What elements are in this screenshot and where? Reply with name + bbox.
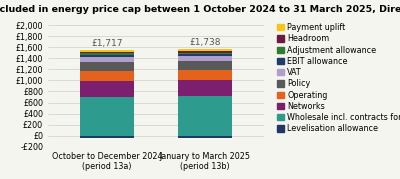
Text: £1,738: £1,738 — [189, 38, 221, 47]
Bar — [178, 49, 232, 51]
Text: £1,717: £1,717 — [91, 39, 123, 49]
Bar — [178, 51, 232, 52]
Bar — [178, 52, 232, 54]
Bar — [80, 52, 134, 54]
Bar — [80, 55, 134, 57]
Bar — [178, 61, 232, 70]
Bar — [80, 71, 134, 81]
Bar — [178, 136, 232, 138]
Legend: Payment uplift, Headroom, Adjustment allowance, EBIT allowance, VAT, Policy, Ope: Payment uplift, Headroom, Adjustment all… — [277, 23, 400, 133]
Bar — [80, 97, 134, 136]
Bar — [80, 62, 134, 71]
Bar — [80, 81, 134, 97]
Bar — [178, 54, 232, 56]
Bar — [80, 57, 134, 62]
Bar — [178, 80, 232, 96]
Text: Costs included in energy price cap between 1 October 2024 to 31 March 2025, Dire: Costs included in energy price cap betwe… — [0, 5, 400, 14]
Bar — [80, 50, 134, 52]
Bar — [178, 70, 232, 80]
Bar — [178, 56, 232, 61]
Bar — [80, 54, 134, 55]
Bar — [80, 136, 134, 138]
Bar — [178, 96, 232, 136]
